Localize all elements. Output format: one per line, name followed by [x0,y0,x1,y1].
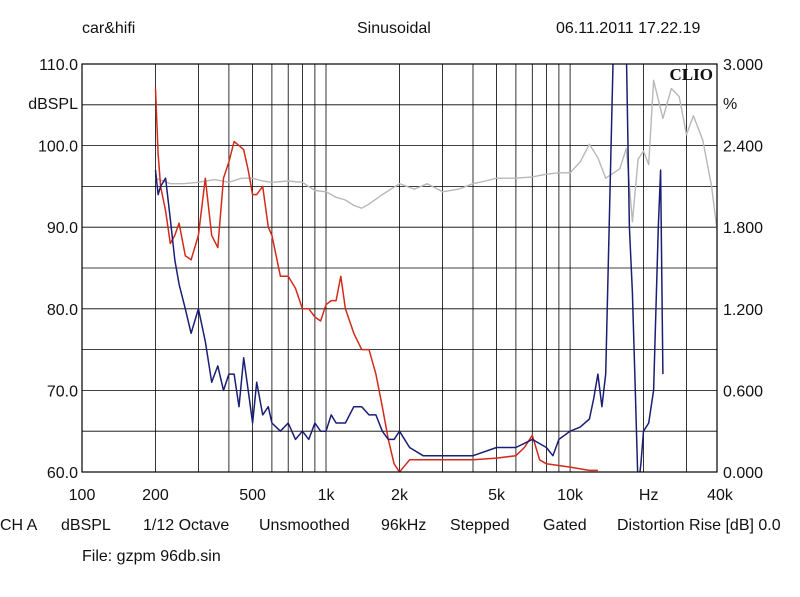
response-curve-blue [154,64,664,472]
settings-gating: Gated [543,517,587,534]
header-app-title: car&hifi [82,20,136,37]
distortion-curve [155,79,717,230]
y-tick-label: 70.0 [47,383,78,400]
settings-sweep-mode: Stepped [450,517,510,534]
y2-tick-label: 2.400 [723,139,763,156]
clio-logo: CLIO [670,65,713,84]
x-tick-label: 10k [557,487,584,504]
y-tick-label: 90.0 [47,220,78,237]
x-tick-label: 100 [69,487,96,504]
settings-resolution: 1/12 Octave [143,517,230,534]
y2-tick-label: 0.000 [723,465,763,482]
header-measurement-type: Sinusoidal [357,20,431,37]
header-timestamp: 06.11.2011 17.22.19 [556,20,701,37]
plot-curves [154,64,717,472]
y2-tick-label: 0.600 [723,383,763,400]
y-tick-label: 80.0 [47,302,78,319]
axis-labels: 60.0 70.0 80.0 90.0 100.0 110.0 dBSPL 0.000 0.60… [28,57,763,504]
settings-channel: CH A [0,517,38,534]
x-tick-label: 5k [488,487,506,504]
frequency-response-chart: 60.0 70.0 80.0 90.0 100.0 110.0 dBSPL 0.000 0.60… [28,57,763,504]
y2-tick-label: 1.800 [723,220,763,237]
x-tick-label: 500 [239,487,266,504]
y2-tick-label: 3.000 [723,57,763,74]
plot-grid [82,64,717,472]
settings-distortion-rise: Distortion Rise [dB] 0.0 [617,517,781,534]
file-name: File: gzpm 96db.sin [82,548,221,565]
response-curve-red [154,88,598,472]
plot-frame [81,63,718,473]
y-axis-label: dBSPL [28,96,78,113]
y-tick-label: 100.0 [38,139,78,156]
y-tick-label: 110.0 [39,57,78,74]
settings-sample-rate: 96kHz [381,517,427,534]
x-tick-label: 200 [142,487,169,504]
settings-units: dBSPL [61,517,111,534]
x-tick-label: 2k [391,487,409,504]
y-tick-label: 60.0 [47,465,78,482]
x-tick-label: 1k [318,487,336,504]
y2-axis-label: % [723,96,737,113]
x-unit-label: Hz [639,487,659,504]
x-tick-label: 40k [707,487,734,504]
y2-tick-label: 1.200 [723,302,763,319]
settings-smoothing: Unsmoothed [259,517,350,534]
